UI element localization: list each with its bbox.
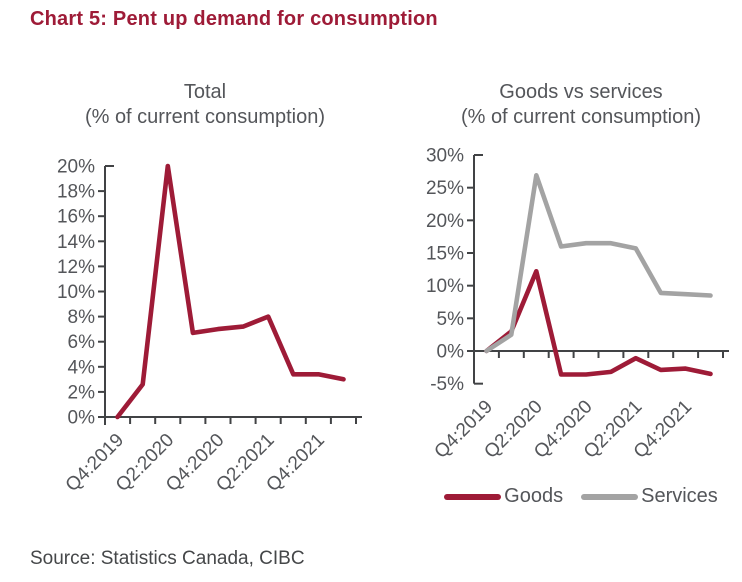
legend-label-goods: Goods (504, 485, 564, 507)
y-tick-label: 5% (437, 309, 465, 330)
y-tick-label: 20% (426, 211, 464, 232)
legend-item-services: Services (581, 485, 718, 508)
goods-series-line (484, 269, 713, 377)
y-tick-label: 2% (68, 382, 96, 403)
total-chart-svg: 20%18%16%14%12%10%8%6%4%2%0%Q4:2019Q2:20… (57, 157, 362, 496)
y-tick-label: 10% (57, 282, 95, 303)
goods-vs-services-chart-svg: 30%25%20%15%10%5%0%-5%Q4:2019Q2:2020Q4:2… (426, 146, 729, 463)
y-tick-label: 18% (57, 182, 95, 203)
goods-vs-services-line-chart: 30% 25% 20% 15% 10% 5% 0% -5% Q4:2019 Q2:2020 Q4:2… (395, 138, 742, 512)
y-tick-label: 0% (437, 342, 465, 363)
y-tick-label: 25% (426, 178, 464, 199)
legend-item-goods: Goods (444, 485, 563, 508)
services-line-swatch-icon (581, 493, 639, 500)
right-chart-subtitle: (% of current consumption) (460, 106, 702, 128)
right-chart-title-block: Goods vs services (% of current consumpt… (420, 80, 742, 130)
y-tick-label: 30% (426, 146, 464, 167)
chart-legend: Goods Services (420, 485, 742, 508)
source-note: Source: Statistics Canada, CIBC (30, 548, 305, 569)
page-title: Chart 5: Pent up demand for consumption (30, 8, 438, 30)
y-tick-label: 4% (68, 357, 96, 378)
left-chart-title: Total (183, 81, 227, 103)
y-tick-label: 15% (426, 244, 464, 265)
y-tick-label: -5% (430, 374, 464, 395)
y-tick-label: 10% (426, 276, 464, 297)
y-tick-label: 14% (57, 232, 95, 253)
total-series-line (115, 163, 346, 420)
y-tick-label: 16% (57, 207, 95, 228)
left-chart-subtitle: (% of current consumption) (84, 106, 326, 128)
services-series-line (484, 172, 713, 354)
y-tick-label: 8% (68, 307, 96, 328)
total-line-chart: 20% 18% 16% 14% 12% 10% 8% 6% 4% 2% 0% Q4:2019 Q2:20… (15, 138, 385, 512)
right-chart-title: Goods vs services (499, 81, 663, 103)
y-tick-label: 20% (57, 157, 95, 178)
y-tick-label: 6% (68, 332, 96, 353)
legend-label-services: Services (641, 485, 718, 507)
y-tick-label: 12% (57, 257, 95, 278)
y-tick-label: 0% (68, 408, 96, 429)
left-chart-title-block: Total (% of current consumption) (30, 80, 380, 130)
goods-line-swatch-icon (444, 493, 502, 500)
